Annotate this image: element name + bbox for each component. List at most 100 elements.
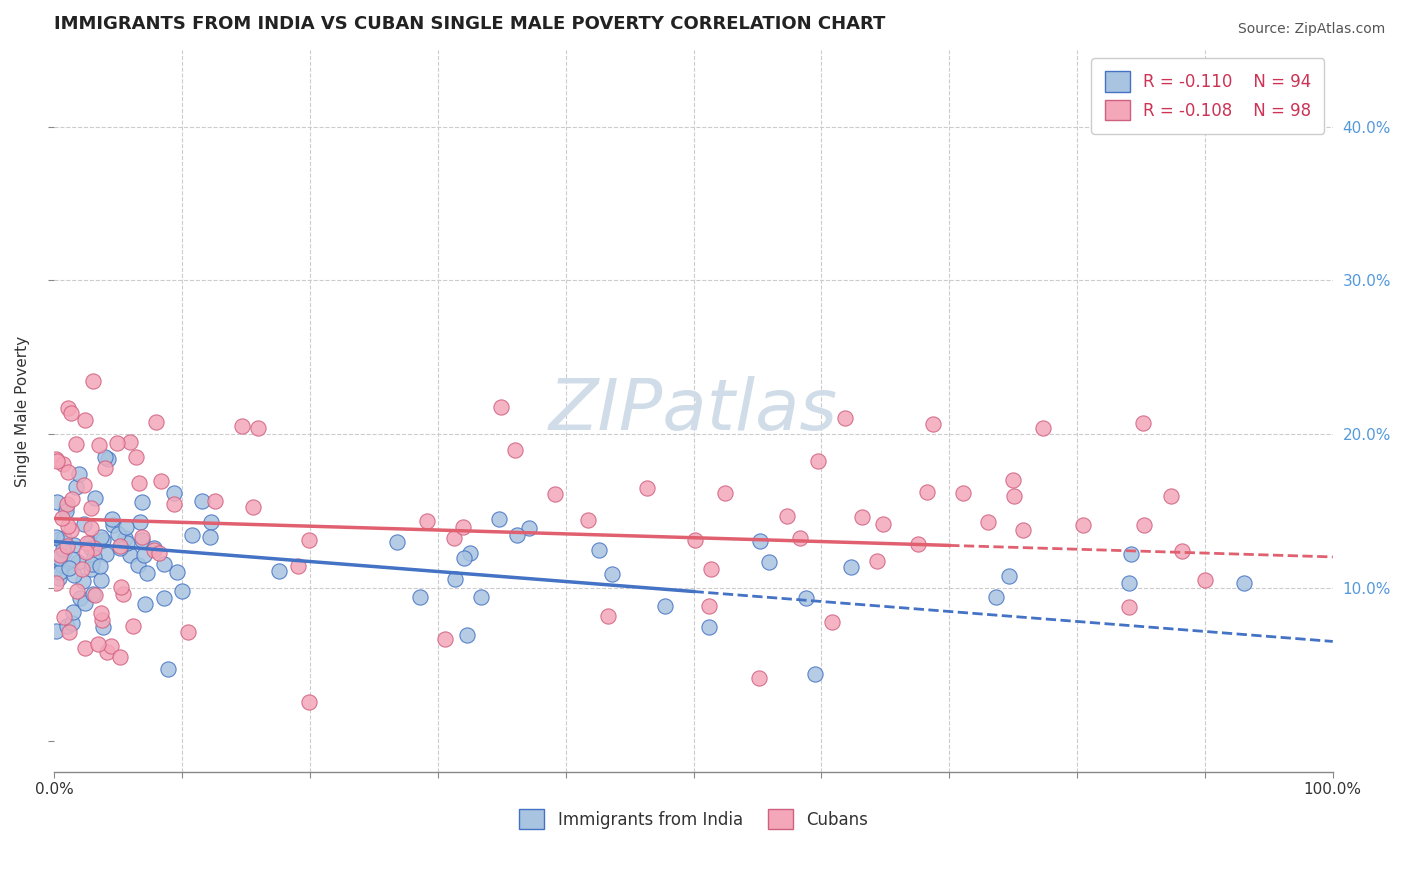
Point [683, 533, 706, 548]
Text: Source: ZipAtlas.com: Source: ZipAtlas.com [1237, 22, 1385, 37]
Point [51, 511, 73, 525]
Point [602, 566, 624, 581]
Point [97, 452, 120, 467]
Point [1118, 599, 1140, 614]
Point [55, 497, 77, 511]
Point [714, 485, 737, 500]
Point [153, 591, 176, 605]
Point [1119, 547, 1142, 561]
Point [851, 509, 873, 524]
Point [93, 450, 115, 464]
Point [103, 517, 125, 532]
Point [134, 597, 156, 611]
Point [127, 558, 149, 573]
Point [48, 571, 70, 585]
Point [125, 450, 148, 464]
Point [131, 495, 153, 509]
Point [156, 662, 179, 676]
Point [100, 512, 122, 526]
Point [834, 411, 856, 425]
Point [242, 500, 264, 514]
Point [409, 591, 432, 605]
Point [66, 583, 89, 598]
Point [83, 541, 105, 556]
Point [1011, 523, 1033, 537]
Point [121, 619, 143, 633]
Point [287, 559, 309, 574]
Point [72, 478, 94, 492]
Point [105, 436, 128, 450]
Point [588, 543, 610, 558]
Point [51, 558, 73, 572]
Point [162, 486, 184, 500]
Point [758, 555, 780, 569]
Point [52, 541, 75, 556]
Point [997, 569, 1019, 583]
Point [506, 528, 529, 542]
Point [80, 558, 103, 572]
Point [58, 465, 80, 479]
Point [142, 541, 165, 555]
Point [90, 573, 112, 587]
Point [149, 475, 172, 489]
Point [91, 613, 114, 627]
Point [489, 400, 512, 414]
Point [444, 572, 467, 586]
Point [49, 549, 72, 563]
Point [108, 541, 131, 555]
Point [118, 549, 141, 563]
Point [59, 523, 82, 537]
Point [596, 608, 619, 623]
Point [246, 420, 269, 434]
Point [65, 436, 87, 450]
Point [80, 562, 103, 576]
Text: IMMIGRANTS FROM INDIA VS CUBAN SINGLE MALE POVERTY CORRELATION CHART: IMMIGRANTS FROM INDIA VS CUBAN SINGLE MA… [55, 15, 886, 33]
Point [80, 501, 103, 516]
Point [1233, 576, 1256, 591]
Point [804, 667, 827, 681]
Point [48, 532, 70, 546]
Point [49, 565, 72, 579]
Point [132, 549, 155, 563]
Point [1118, 576, 1140, 591]
Point [70, 562, 93, 576]
Point [52, 531, 75, 545]
Point [114, 531, 136, 545]
Point [231, 418, 253, 433]
Point [76, 535, 98, 549]
Point [177, 625, 200, 640]
Point [56, 539, 79, 553]
Point [503, 442, 526, 457]
Point [1132, 517, 1154, 532]
Point [385, 535, 408, 549]
Point [148, 545, 170, 559]
Point [60, 616, 83, 631]
Point [166, 565, 188, 579]
Point [63, 538, 86, 552]
Point [191, 493, 214, 508]
Point [198, 530, 221, 544]
Text: ZIPatlas: ZIPatlas [548, 376, 838, 445]
Point [1132, 416, 1154, 430]
Point [107, 527, 129, 541]
Point [806, 454, 828, 468]
Point [52, 545, 75, 559]
Point [1002, 489, 1025, 503]
Point [789, 531, 811, 545]
Point [458, 546, 481, 560]
Point [748, 671, 770, 685]
Point [115, 520, 138, 534]
Point [90, 606, 112, 620]
Point [1160, 489, 1182, 503]
Point [839, 559, 862, 574]
Point [45, 624, 67, 639]
Point [915, 484, 938, 499]
Point [129, 515, 152, 529]
Point [84, 588, 107, 602]
Point [794, 591, 817, 606]
Point [776, 509, 799, 524]
Point [82, 587, 104, 601]
Point [56, 401, 79, 415]
Point [55, 503, 77, 517]
Point [111, 587, 134, 601]
